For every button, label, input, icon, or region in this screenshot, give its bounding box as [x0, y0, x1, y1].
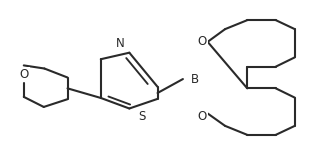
Text: O: O: [19, 68, 29, 81]
Text: O: O: [197, 35, 207, 48]
Text: O: O: [197, 110, 207, 123]
Text: N: N: [116, 37, 125, 50]
Text: B: B: [191, 73, 199, 86]
Text: S: S: [138, 110, 146, 123]
